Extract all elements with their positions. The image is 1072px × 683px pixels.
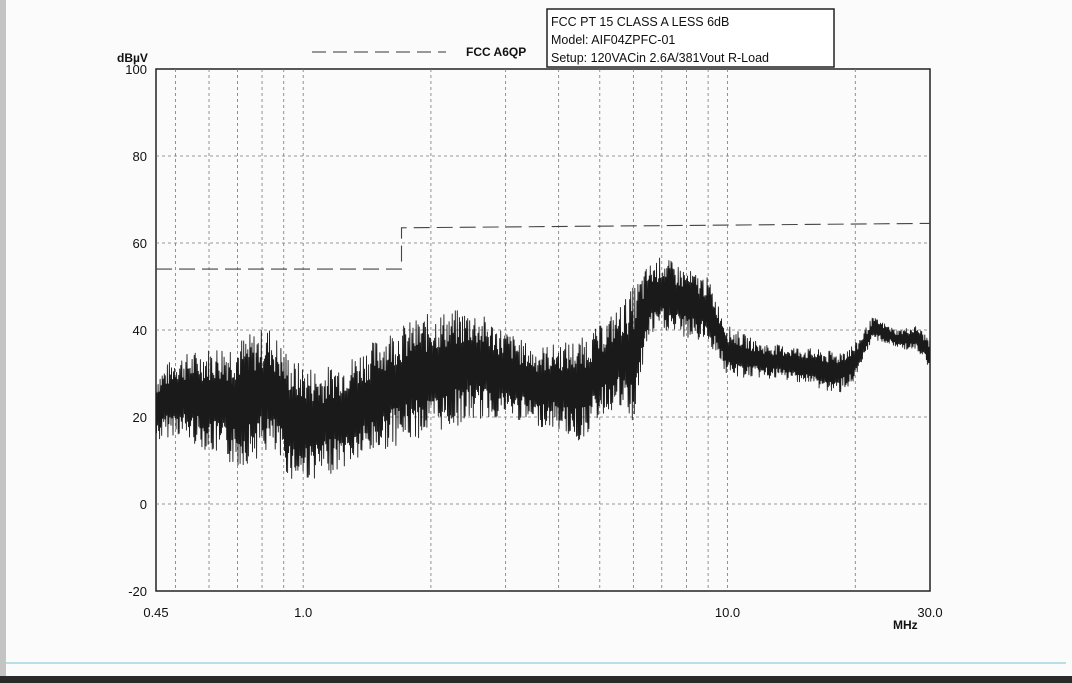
measured-emission-trace <box>155 257 931 479</box>
legend-label: FCC A6QP <box>466 45 526 59</box>
scanner-edge <box>0 676 1072 683</box>
info-line-standard: FCC PT 15 CLASS A LESS 6dB <box>551 15 729 29</box>
limit-line-fcc-a6qp <box>156 222 931 270</box>
x-tick-label: 30.0 <box>917 605 942 620</box>
y-axis-ticks: 100 80 60 40 20 0 -20 <box>125 62 147 599</box>
grid-lines <box>156 69 930 591</box>
y-tick-label: 100 <box>125 62 147 77</box>
y-tick-label: 0 <box>140 497 147 512</box>
info-box <box>546 8 835 68</box>
x-axis-ticks: 0.45 1.0 10.0 30.0 <box>143 605 942 620</box>
x-tick-label: 10.0 <box>715 605 740 620</box>
info-line-setup: Setup: 120VACin 2.6A/381Vout R-Load <box>551 51 769 65</box>
y-tick-label: 80 <box>133 149 147 164</box>
y-tick-label: -20 <box>128 584 147 599</box>
x-tick-label: 1.0 <box>294 605 312 620</box>
series-layer <box>155 222 931 479</box>
x-axis-unit-label: MHz <box>893 618 918 632</box>
info-line-model: Model: AIF04ZPFC-01 <box>551 33 675 47</box>
y-tick-label: 20 <box>133 410 147 425</box>
y-axis-unit-label: dBµV <box>117 51 148 65</box>
y-tick-label: 40 <box>133 323 147 338</box>
y-tick-label: 60 <box>133 236 147 251</box>
x-tick-label: 0.45 <box>143 605 168 620</box>
paper-rule-line <box>6 662 1066 664</box>
